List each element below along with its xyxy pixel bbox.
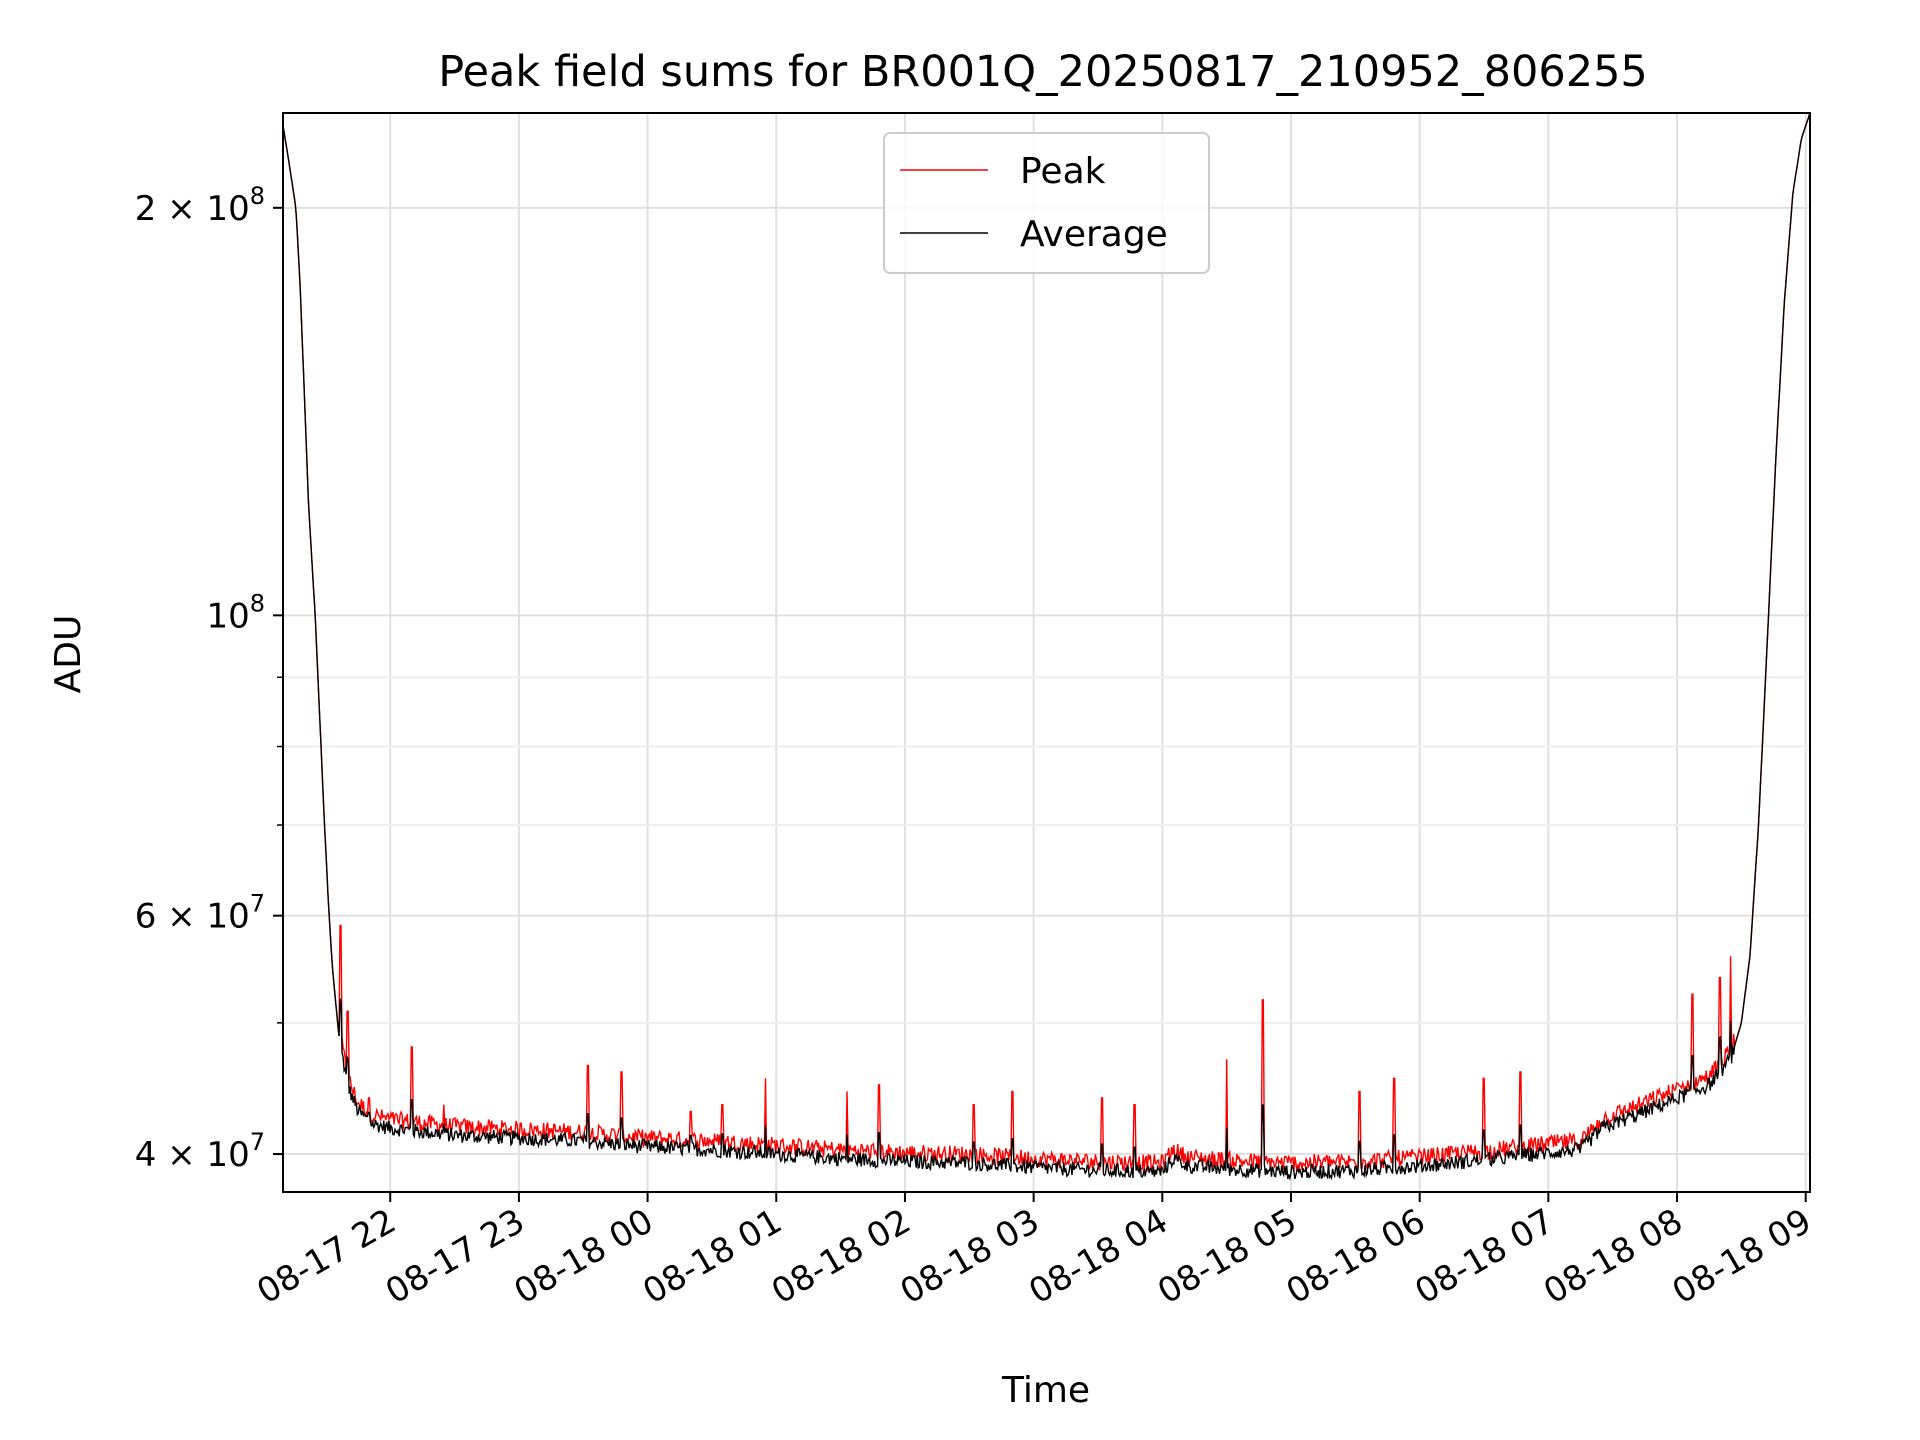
chart-title: Peak field sums for BR001Q_20250817_2109…	[438, 47, 1648, 97]
x-axis-label: Time	[1001, 1370, 1090, 1411]
legend-average-label: Average	[1020, 214, 1168, 255]
plot-frame	[282, 112, 1811, 1193]
y-axis-label: ADU	[48, 615, 89, 694]
y-tick-label: 108	[206, 589, 265, 636]
y-tick-label: 2 × 108	[135, 182, 265, 229]
y-tick-label: 4 × 107	[135, 1128, 265, 1175]
grid-lines	[283, 113, 1810, 1192]
y-tick-label: 6 × 107	[135, 890, 265, 937]
plot-lines	[282, 112, 1811, 1181]
y-axis: 4 × 107 6 × 107 108 2 × 108	[135, 182, 283, 1175]
series-average-line	[282, 112, 1811, 1181]
legend: Peak Average	[883, 132, 1210, 274]
legend-box	[883, 132, 1210, 274]
legend-peak-label: Peak	[1020, 151, 1106, 192]
